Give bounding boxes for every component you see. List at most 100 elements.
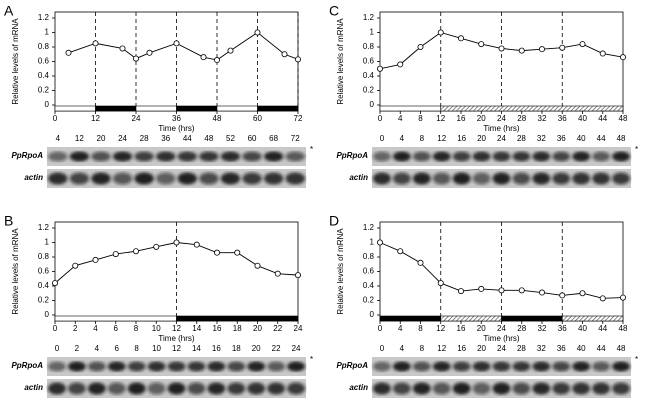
lane-label: 32	[537, 134, 546, 143]
data-point	[200, 54, 207, 61]
y-tick-label: 1	[45, 238, 50, 247]
lane-label: 2	[75, 344, 80, 353]
gel-band	[472, 172, 491, 185]
y-tick-label: 0	[370, 310, 375, 319]
y-axis-label: Relative levels of mRNA	[11, 18, 20, 105]
gel-band	[532, 382, 551, 395]
gel-row-label: actin	[349, 383, 368, 392]
lane-label: 12	[75, 134, 84, 143]
lane-label: 72	[291, 134, 300, 143]
lane-label: 24	[292, 344, 301, 353]
data-point	[478, 285, 485, 292]
lane-label: 4	[56, 134, 61, 143]
x-tick-label: 32	[538, 324, 547, 333]
gel-band	[372, 151, 391, 162]
data-point	[65, 49, 72, 56]
data-point	[213, 57, 220, 64]
data-point	[234, 249, 241, 256]
gel-note: *	[310, 355, 313, 364]
gel-band	[107, 361, 126, 372]
data-point	[619, 294, 626, 301]
gel-band	[472, 382, 491, 395]
x-tick-label: 72	[294, 114, 303, 123]
x-tick-label: 0	[53, 114, 58, 123]
lane-label: 52	[226, 134, 235, 143]
panel-letter: C	[329, 3, 339, 19]
gel-band	[267, 361, 286, 372]
data-point	[599, 295, 606, 302]
gel-row-label: PpRpoA	[336, 361, 368, 370]
gel-band	[263, 151, 284, 162]
y-tick-label: 1	[370, 238, 375, 247]
gel-band	[392, 382, 411, 395]
gel-band	[207, 361, 226, 372]
gel-band	[392, 172, 411, 185]
x-tick-label: 44	[598, 324, 607, 333]
gel-band	[242, 151, 262, 162]
gel-band	[67, 361, 86, 372]
y-tick-label: 1	[370, 28, 375, 37]
y-tick-label: 0.8	[38, 42, 50, 51]
gel-band	[532, 361, 551, 372]
data-point	[254, 262, 261, 269]
x-tick-label: 12	[436, 114, 445, 123]
gel-band	[187, 361, 206, 372]
gel-band	[592, 361, 611, 372]
data-point	[559, 44, 566, 51]
gel-band	[247, 382, 266, 395]
gel-band	[147, 361, 166, 372]
gel-band	[285, 172, 305, 185]
x-tick-label: 4	[93, 324, 98, 333]
gel-band	[592, 172, 611, 185]
light-phase	[176, 105, 218, 112]
lane-label: 12	[437, 134, 446, 143]
gel-band	[572, 172, 591, 185]
x-tick-label: 0	[53, 324, 58, 333]
x-tick-label: 8	[134, 324, 139, 333]
data-point	[599, 50, 606, 57]
gel-band	[552, 382, 571, 395]
light-phase	[257, 105, 299, 112]
gel-band	[612, 361, 631, 372]
x-axis-label: Time (hrs)	[483, 334, 519, 343]
data-point	[173, 239, 180, 246]
x-tick-label: 2	[73, 324, 78, 333]
x-tick-label: 12	[172, 324, 181, 333]
panel-letter: A	[4, 3, 14, 19]
gel-band	[87, 361, 106, 372]
gel-band	[552, 151, 571, 162]
x-tick-label: 6	[114, 324, 119, 333]
gel-band	[512, 361, 531, 372]
gel-band	[392, 361, 411, 372]
y-tick-label: 0.4	[38, 281, 50, 290]
data-point	[92, 256, 99, 263]
light-phase	[440, 315, 502, 322]
x-tick-label: 24	[497, 324, 506, 333]
y-tick-label: 0.8	[38, 252, 50, 261]
gel-band	[612, 172, 631, 185]
lane-label: 4	[400, 134, 405, 143]
x-tick-label: 28	[517, 324, 526, 333]
data-point	[377, 239, 384, 246]
x-tick-label: 40	[578, 324, 587, 333]
gel-band	[177, 172, 198, 185]
data-line	[68, 31, 299, 61]
light-phase	[501, 315, 563, 322]
gel-band	[247, 361, 266, 372]
gel-row-label: PpRpoA	[11, 151, 43, 160]
y-tick-label: 1.2	[363, 13, 375, 22]
data-point	[52, 280, 59, 287]
gel-band	[412, 151, 431, 162]
gel-band	[107, 382, 126, 395]
lane-label: 40	[577, 134, 586, 143]
lane-label: 6	[115, 344, 120, 353]
gel-band	[287, 382, 306, 395]
lane-label: 0	[380, 134, 385, 143]
data-point	[437, 280, 444, 287]
gel-band	[48, 151, 68, 162]
gel-band	[48, 172, 68, 185]
data-point	[294, 272, 301, 279]
light-phase	[379, 315, 442, 322]
data-point	[72, 262, 79, 269]
